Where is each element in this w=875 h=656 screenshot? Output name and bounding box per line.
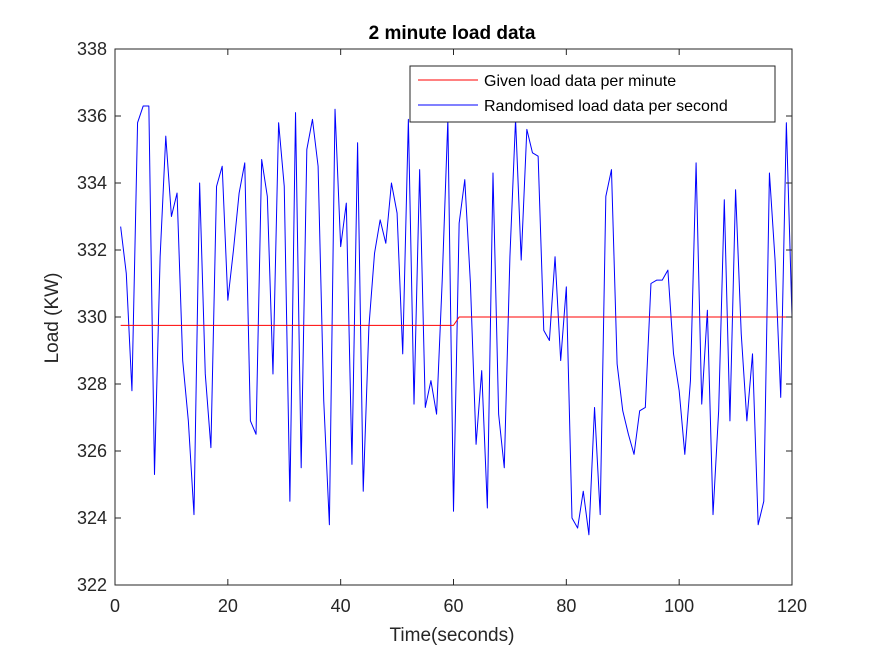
y-tick-label: 326 [77,441,107,461]
y-axis-title: Load (KW) [42,273,63,364]
y-tick-label: 338 [77,39,107,59]
series-layer [120,105,793,536]
legend-label-given: Given load data per minute [484,73,676,90]
x-tick-label: 60 [443,596,463,616]
y-tick-label: 322 [77,575,107,595]
series-line-randomised-per-second [120,105,793,536]
y-tick-label: 328 [77,374,107,394]
x-tick-label: 40 [331,596,351,616]
legend: Given load data per minute Randomised lo… [409,65,776,123]
x-tick-label: 0 [110,596,120,616]
x-axis-title: Time(seconds) [390,625,515,646]
y-tick-label: 334 [77,173,107,193]
y-tick-label: 332 [77,240,107,260]
x-tick-label: 80 [556,596,576,616]
y-tick-label: 336 [77,106,107,126]
x-tick-label: 20 [218,596,238,616]
ticks-layer: 0 20 40 60 80 100 120 322 324 326 328 330 332 334 336 3… [77,39,807,616]
chart-title: 2 minute load data [369,23,536,44]
y-tick-label: 330 [77,307,107,327]
legend-label-randomised: Randomised load data per second [484,98,728,115]
x-tick-label: 120 [777,596,807,616]
y-tick-label: 324 [77,508,107,528]
legend-box [409,65,776,123]
series-line-given-per-minute [120,316,792,326]
x-tick-label: 100 [664,596,694,616]
